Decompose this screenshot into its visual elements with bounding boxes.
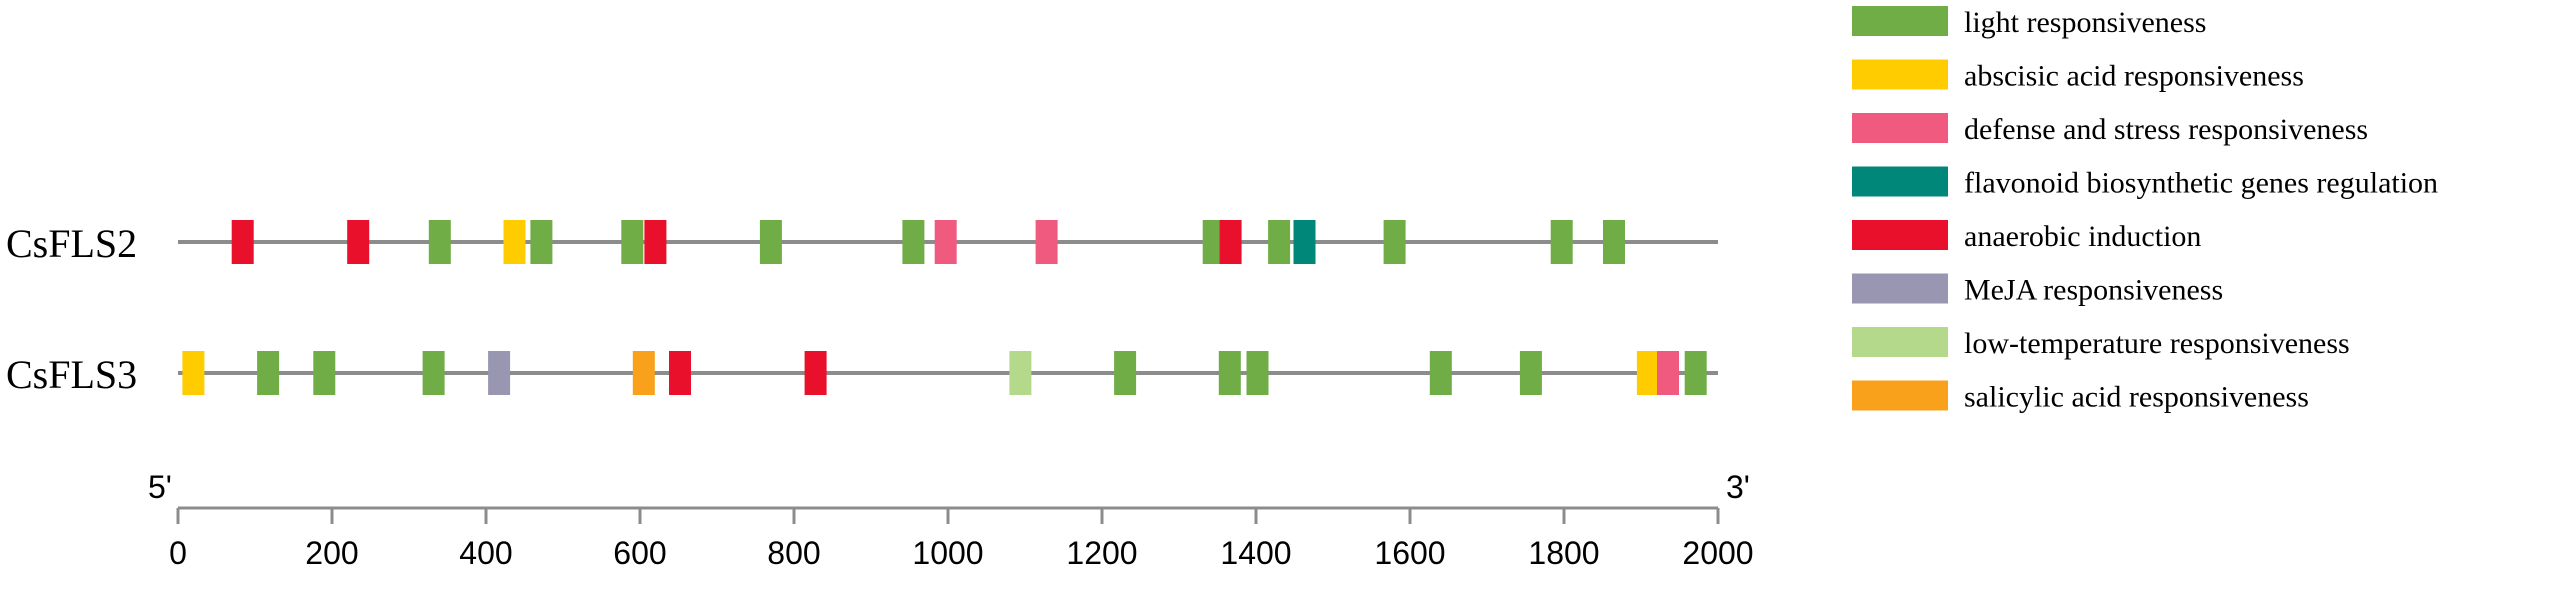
legend-label: defense and stress responsiveness [1964, 113, 2368, 146]
x-axis-tick-label: 1800 [1528, 535, 1599, 571]
legend-label: MeJA responsiveness [1964, 274, 2223, 307]
legend-item-anaerobic: anaerobic induction [1852, 220, 2201, 253]
x-axis-tick-label: 600 [613, 535, 666, 571]
legend-swatch [1852, 380, 1948, 411]
x-axis-tick-label: 200 [305, 535, 358, 571]
legend-swatch [1852, 166, 1948, 197]
gene-label: CsFLS2 [6, 221, 137, 266]
cis-element-light [1684, 351, 1707, 395]
cis-element-defense [934, 220, 957, 264]
cis-element-light [1383, 220, 1406, 264]
cis-element-aba [1636, 351, 1659, 395]
cis-element-light [1550, 220, 1573, 264]
cis-element-lowtemp [1009, 351, 1032, 395]
x-axis-tick-label: 0 [169, 535, 187, 571]
legend-swatch [1852, 273, 1948, 304]
five-prime-label: 5' [148, 469, 172, 505]
legend-swatch [1852, 6, 1948, 36]
legend-item-meja: MeJA responsiveness [1852, 273, 2223, 307]
cis-element-light [1246, 351, 1269, 395]
cis-element-aba [182, 351, 205, 395]
cis-element-light [428, 220, 451, 264]
cis-element-light [1603, 220, 1625, 264]
legend-item-flavonoid: flavonoid biosynthetic genes regulation [1852, 166, 2438, 200]
x-axis-tick-label: 1000 [912, 535, 983, 571]
legend-label: light responsiveness [1964, 6, 2206, 39]
cis-element-light [759, 220, 782, 264]
cis-element-light [1114, 351, 1137, 395]
cis-element-defense [1657, 351, 1679, 395]
cis-element-light [902, 220, 925, 264]
gene-track-csfls3: CsFLS3 [6, 351, 1718, 397]
cis-element-anaerobic [644, 220, 667, 264]
legend-swatch [1852, 327, 1948, 357]
legend-item-aba: abscisic acid responsiveness [1852, 59, 2304, 93]
cis-element-light [313, 351, 336, 395]
legend-label: abscisic acid responsiveness [1964, 60, 2304, 93]
legend-item-lowtemp: low-temperature responsiveness [1852, 327, 2350, 360]
x-axis-tick-label: 1600 [1374, 535, 1445, 571]
cis-element-light [1268, 220, 1291, 264]
cis-element-anaerobic [1219, 220, 1242, 264]
cis-element-flavonoid [1293, 220, 1316, 264]
gene-track-csfls2: CsFLS2 [6, 220, 1718, 266]
legend-label: flavonoid biosynthetic genes regulation [1964, 167, 2438, 200]
x-axis-tick-label: 1200 [1066, 535, 1137, 571]
legend-swatch [1852, 113, 1948, 143]
cis-element-light [1429, 351, 1452, 395]
legend-swatch [1852, 59, 1948, 90]
legend-label: low-temperature responsiveness [1964, 327, 2350, 360]
cis-element-anaerobic [669, 351, 691, 395]
cis-element-defense [1035, 220, 1058, 264]
legend-label: anaerobic induction [1964, 220, 2201, 253]
x-axis-tick-label: 800 [767, 535, 820, 571]
legend-item-light: light responsiveness [1852, 6, 2206, 39]
cis-element-aba [503, 220, 526, 264]
cis-element-light [1202, 220, 1225, 264]
cis-element-anaerobic [804, 351, 827, 395]
cis-element-light [1218, 351, 1241, 395]
cis-element-light [422, 351, 445, 395]
cis-element-anaerobic [231, 220, 254, 264]
cis-element-meja [488, 351, 511, 395]
cis-element-anaerobic [347, 220, 370, 264]
legend-swatch [1852, 220, 1948, 250]
cis-element-light [1519, 351, 1542, 395]
gene-label: CsFLS3 [6, 352, 137, 397]
cis-element-light [530, 220, 553, 264]
x-axis-tick-label: 2000 [1682, 535, 1753, 571]
x-axis-tick-label: 1400 [1220, 535, 1291, 571]
three-prime-label: 3' [1726, 469, 1750, 505]
legend-label: salicylic acid responsiveness [1964, 381, 2309, 414]
cis-element-sa [632, 351, 655, 395]
legend-item-sa: salicylic acid responsiveness [1852, 380, 2309, 414]
legend-item-defense: defense and stress responsiveness [1852, 113, 2368, 146]
x-axis-tick-label: 400 [459, 535, 512, 571]
cis-element-light [257, 351, 280, 395]
cis-element-light [621, 220, 644, 264]
